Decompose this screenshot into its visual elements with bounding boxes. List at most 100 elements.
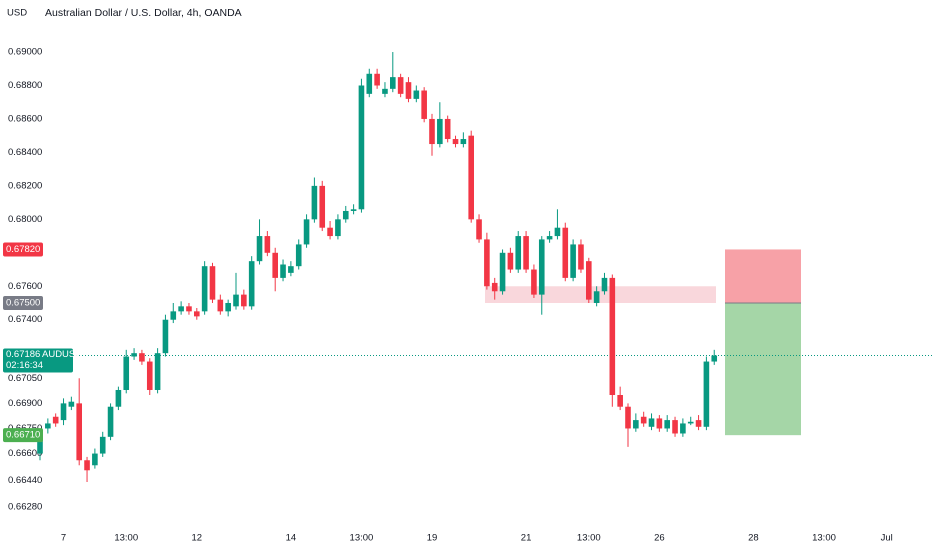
candle-body — [672, 420, 678, 434]
candle-body — [84, 460, 90, 471]
candle-body — [609, 277, 616, 396]
x-tick-label: 21 — [521, 533, 532, 544]
target-area — [725, 302, 801, 436]
price-badge-label: 0.66710 — [6, 430, 40, 441]
candle-body — [648, 418, 655, 427]
last-price-label: 0.67186 — [6, 349, 40, 360]
candle-body — [241, 294, 247, 307]
y-tick-label: 0.66900 — [8, 398, 42, 409]
candle-body — [397, 77, 404, 94]
candle-body — [460, 139, 467, 145]
candle-body — [107, 406, 114, 437]
candle-body — [695, 420, 702, 427]
candle-body — [484, 239, 490, 287]
candle-body — [295, 244, 302, 267]
candle-body — [515, 236, 522, 270]
x-tick-label: 14 — [286, 533, 297, 544]
candle-body — [640, 416, 647, 424]
candle-body — [468, 135, 474, 220]
candle-body — [264, 236, 271, 253]
candle-body — [390, 77, 396, 89]
candle-body — [99, 436, 106, 454]
candle-body — [319, 185, 326, 228]
candle-body — [342, 210, 349, 220]
x-tick-label: 13:00 — [812, 533, 836, 544]
candle-body — [476, 219, 482, 240]
candle-body — [617, 395, 623, 407]
candle-body — [162, 319, 169, 354]
price-badge-label: 0.67500 — [6, 298, 40, 309]
candle-body — [546, 236, 553, 240]
candle-body — [123, 356, 130, 390]
currency: USD — [7, 8, 27, 19]
countdown-label: 02:16:34 — [6, 360, 43, 371]
candle-body — [201, 266, 208, 312]
candle-body — [154, 353, 161, 390]
y-tick-label: 0.67600 — [8, 281, 42, 292]
candle-body — [499, 252, 506, 292]
y-tick-label: 0.66440 — [8, 475, 42, 486]
candle-body — [421, 90, 427, 119]
candle-body — [656, 418, 663, 429]
candle-body — [248, 261, 255, 307]
candle-body — [711, 355, 718, 362]
candle-body — [531, 269, 537, 295]
x-tick-label: 26 — [654, 533, 665, 544]
candle-body — [444, 118, 451, 140]
candle-body — [139, 353, 145, 362]
x-tick-label: 13:00 — [350, 533, 374, 544]
candle-body — [256, 236, 263, 262]
candle-body — [194, 311, 200, 317]
candle-body — [687, 421, 694, 424]
candle-body — [288, 266, 294, 273]
candle-body — [37, 433, 43, 454]
candle-body — [327, 227, 333, 237]
candle-body — [170, 311, 177, 320]
candle-body — [76, 403, 82, 461]
candle-body — [633, 420, 639, 429]
last-price-badge — [3, 348, 73, 373]
price-badge — [3, 428, 43, 443]
candle-body — [437, 118, 443, 145]
chart-title: Australian Dollar / U.S. Dollar, 4h, OAN… — [45, 7, 242, 19]
candle-body — [350, 209, 357, 211]
y-tick-label: 0.66280 — [8, 502, 42, 513]
candle-body — [52, 416, 59, 424]
candle-body — [507, 252, 514, 270]
x-tick-label: 7 — [61, 533, 66, 544]
candle-body — [366, 73, 373, 94]
candle-body — [358, 85, 365, 210]
candle-body — [382, 88, 388, 94]
y-tick-label: 0.69000 — [8, 47, 42, 58]
y-tick-label: 0.66600 — [8, 448, 42, 459]
candle-body — [664, 420, 670, 429]
x-tick-label: 12 — [192, 533, 203, 544]
stop-area — [725, 249, 801, 303]
candle-body — [131, 353, 137, 357]
candle-body — [272, 252, 278, 278]
price-badge-label: 0.67820 — [6, 244, 40, 255]
candle-body — [586, 261, 592, 300]
candle-body — [186, 306, 192, 312]
x-tick-label: 13:00 — [577, 533, 601, 544]
candle-body — [523, 236, 529, 270]
candle-body — [562, 227, 569, 278]
candle-body — [209, 266, 216, 300]
y-tick-label: 0.68400 — [8, 147, 42, 158]
y-tick-label: 0.68600 — [8, 113, 42, 124]
y-tick-label: 0.68000 — [8, 214, 42, 225]
x-tick-label: 13:00 — [114, 533, 138, 544]
candle-body — [554, 227, 561, 237]
candle-body — [578, 244, 584, 270]
candle-body — [45, 423, 51, 429]
candle-body — [92, 453, 98, 466]
y-tick-label: 0.68200 — [8, 180, 42, 191]
x-tick-label: 19 — [427, 533, 438, 544]
candle-body — [146, 361, 153, 390]
candle-body — [311, 185, 318, 220]
supply-zone — [485, 286, 716, 303]
candle-body — [491, 282, 498, 292]
candle-body — [225, 302, 231, 312]
candle-body — [233, 294, 239, 307]
